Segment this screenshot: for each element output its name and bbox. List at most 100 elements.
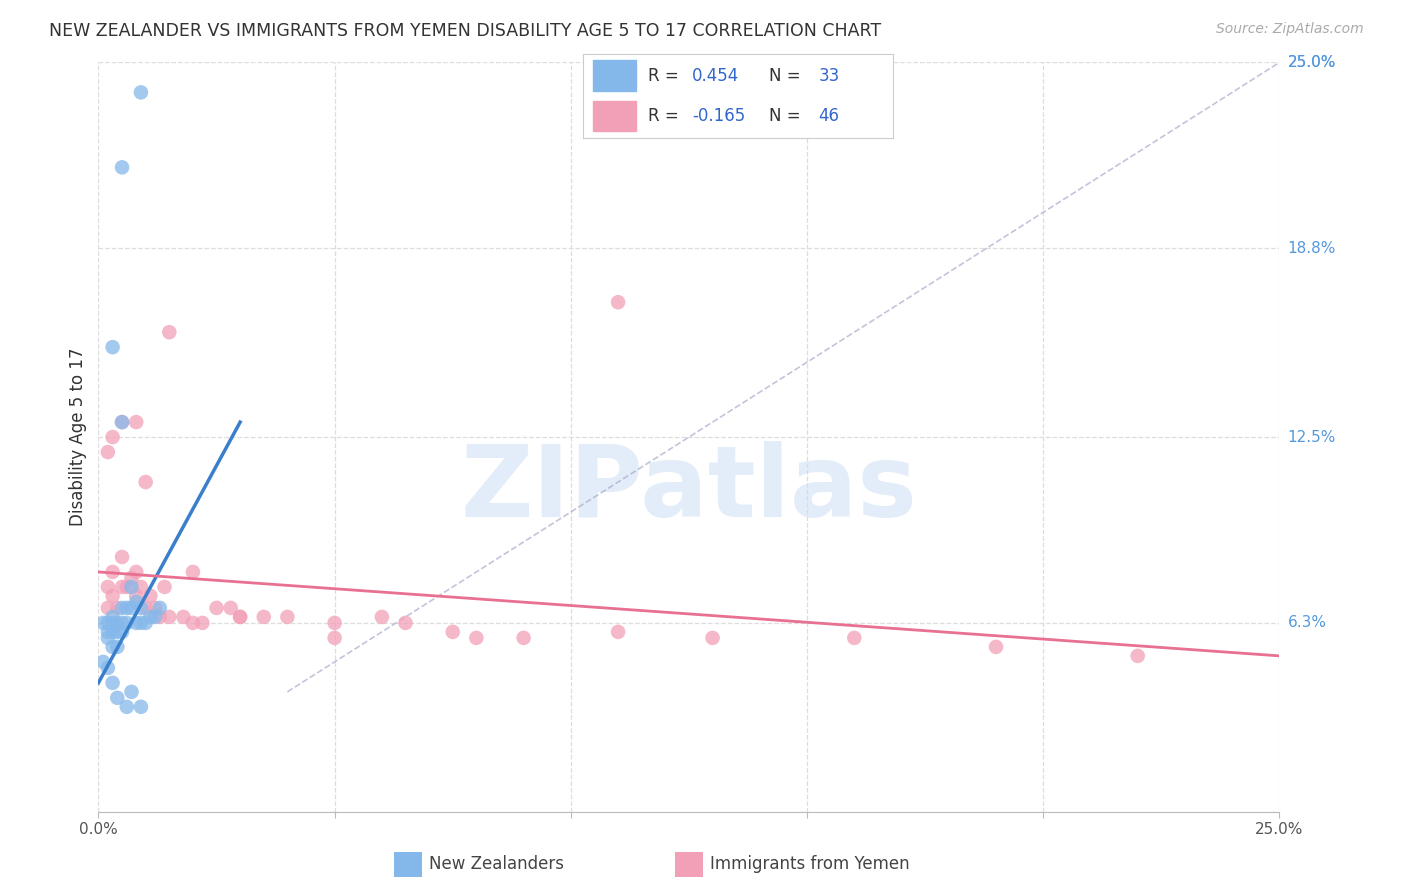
Point bbox=[129, 601, 152, 615]
Point bbox=[97, 580, 120, 594]
Point bbox=[149, 610, 172, 624]
Text: N =: N = bbox=[769, 67, 800, 85]
Point bbox=[135, 601, 157, 615]
Point bbox=[115, 601, 138, 615]
Point bbox=[125, 615, 148, 630]
Text: R =: R = bbox=[648, 67, 679, 85]
Text: New Zealanders: New Zealanders bbox=[429, 855, 564, 873]
Point bbox=[105, 615, 128, 630]
Point bbox=[111, 415, 134, 429]
Point bbox=[91, 655, 114, 669]
Point bbox=[1126, 648, 1149, 663]
Point bbox=[135, 615, 157, 630]
Point bbox=[115, 615, 138, 630]
Point bbox=[101, 565, 124, 579]
Point bbox=[153, 580, 176, 594]
Point bbox=[101, 430, 124, 444]
Point bbox=[607, 624, 630, 639]
Point bbox=[115, 699, 138, 714]
Point bbox=[702, 631, 724, 645]
Point bbox=[149, 601, 172, 615]
Text: Source: ZipAtlas.com: Source: ZipAtlas.com bbox=[1216, 22, 1364, 37]
Point bbox=[97, 624, 120, 639]
Point bbox=[129, 580, 152, 594]
Point bbox=[121, 580, 143, 594]
Point bbox=[371, 610, 394, 624]
Point bbox=[111, 161, 134, 175]
Point bbox=[844, 631, 866, 645]
Text: 33: 33 bbox=[818, 67, 839, 85]
Point bbox=[97, 615, 120, 630]
Text: 0.454: 0.454 bbox=[692, 67, 740, 85]
Point bbox=[101, 640, 124, 654]
Point bbox=[172, 610, 194, 624]
Point bbox=[111, 624, 134, 639]
Point bbox=[129, 615, 152, 630]
Point bbox=[229, 610, 252, 624]
Point bbox=[135, 475, 157, 489]
Point bbox=[129, 86, 152, 100]
Text: -0.165: -0.165 bbox=[692, 107, 745, 125]
Point bbox=[441, 624, 464, 639]
Point bbox=[394, 615, 416, 630]
Text: R =: R = bbox=[648, 107, 679, 125]
Point bbox=[125, 595, 148, 609]
Point bbox=[97, 601, 120, 615]
Point bbox=[129, 699, 152, 714]
Point bbox=[181, 565, 204, 579]
Point bbox=[101, 615, 124, 630]
Point bbox=[125, 589, 148, 603]
Point bbox=[111, 415, 134, 429]
Point bbox=[111, 601, 134, 615]
Point bbox=[143, 601, 166, 615]
Point bbox=[111, 549, 134, 564]
Point bbox=[157, 325, 180, 339]
Point bbox=[323, 631, 346, 645]
Point bbox=[101, 340, 124, 354]
Point bbox=[101, 610, 124, 624]
Text: NEW ZEALANDER VS IMMIGRANTS FROM YEMEN DISABILITY AGE 5 TO 17 CORRELATION CHART: NEW ZEALANDER VS IMMIGRANTS FROM YEMEN D… bbox=[49, 22, 882, 40]
Bar bbox=[593, 61, 636, 91]
Text: 25.0%: 25.0% bbox=[1288, 55, 1336, 70]
Point bbox=[229, 610, 252, 624]
Point bbox=[157, 610, 180, 624]
Text: 12.5%: 12.5% bbox=[1288, 430, 1336, 444]
Text: 46: 46 bbox=[818, 107, 839, 125]
Point bbox=[219, 601, 242, 615]
Point bbox=[105, 624, 128, 639]
Text: 18.8%: 18.8% bbox=[1288, 241, 1336, 256]
Point bbox=[276, 610, 298, 624]
Point bbox=[191, 615, 214, 630]
Point bbox=[105, 601, 128, 615]
Point bbox=[984, 640, 1007, 654]
Point bbox=[121, 685, 143, 699]
Point bbox=[97, 445, 120, 459]
Point bbox=[512, 631, 534, 645]
Point bbox=[105, 640, 128, 654]
Point bbox=[91, 615, 114, 630]
Point bbox=[121, 571, 143, 585]
Point bbox=[607, 295, 630, 310]
Point bbox=[139, 589, 162, 603]
Point bbox=[115, 580, 138, 594]
Text: 6.3%: 6.3% bbox=[1288, 615, 1327, 631]
Point bbox=[101, 676, 124, 690]
Point bbox=[111, 580, 134, 594]
Point bbox=[121, 601, 143, 615]
Point bbox=[139, 610, 162, 624]
Point bbox=[97, 661, 120, 675]
Text: Immigrants from Yemen: Immigrants from Yemen bbox=[710, 855, 910, 873]
Point bbox=[105, 690, 128, 705]
Point bbox=[111, 615, 134, 630]
Point bbox=[101, 589, 124, 603]
Text: N =: N = bbox=[769, 107, 800, 125]
Point bbox=[181, 615, 204, 630]
Point bbox=[97, 631, 120, 645]
Point bbox=[323, 615, 346, 630]
Point bbox=[253, 610, 276, 624]
Point bbox=[101, 624, 124, 639]
Bar bbox=[593, 101, 636, 131]
Y-axis label: Disability Age 5 to 17: Disability Age 5 to 17 bbox=[69, 348, 87, 526]
Point bbox=[465, 631, 488, 645]
Point bbox=[143, 610, 166, 624]
